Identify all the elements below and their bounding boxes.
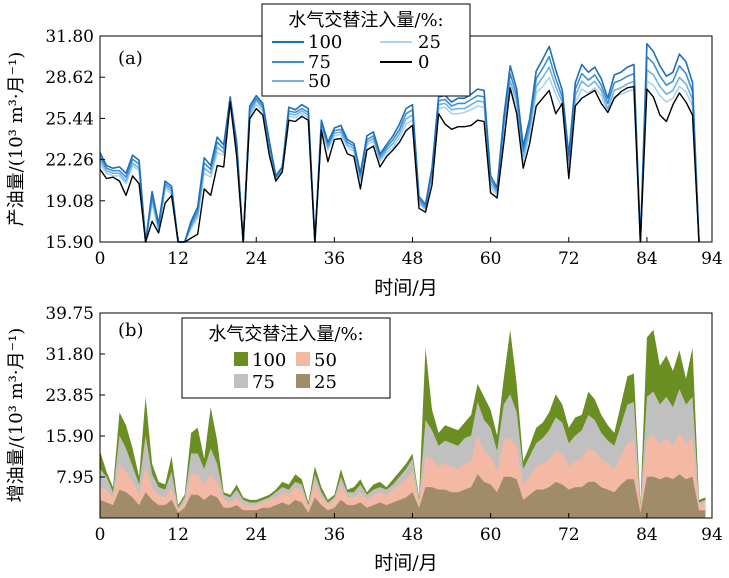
- panel-a-xtick-label: 72: [558, 249, 580, 269]
- panel-b-label: (b): [118, 320, 144, 341]
- panel-b-ylabel: 增油量/(10³ m³·月⁻¹): [6, 328, 27, 503]
- legend-b-label-75: 75: [252, 372, 275, 393]
- series-line-0: [99, 85, 700, 243]
- legend-b-label-25: 25: [314, 372, 337, 393]
- panel-b-legend-title: 水气交替注入量/%:: [208, 324, 363, 345]
- panel-a-legend: 水气交替注入量/%: 100 75 50 25 0: [261, 3, 471, 97]
- panel-b-xtick-label: 0: [95, 525, 106, 545]
- legend-b-swatch-50: [296, 352, 310, 366]
- panel-a-xlabel: 时间/月: [374, 277, 437, 299]
- panel-b-xtick-label: 24: [245, 525, 267, 545]
- panel-b-xtick-label: 60: [480, 525, 502, 545]
- panel-a-xtick-label: 60: [480, 249, 502, 269]
- panel-a-ytick-label: 31.80: [45, 27, 94, 47]
- panel-b-legend: 水气交替注入量/%: 100 75 50 25: [181, 317, 391, 399]
- panel-a-xtick-label: 36: [324, 249, 346, 269]
- panel-b-ytick-label: 39.75: [45, 304, 94, 324]
- panel-a-ticks: 0 12 24 36 48 60 72 84 94 15.90 19.08 22.26 25.44 28.…: [45, 27, 722, 269]
- legend-b-swatch-100: [234, 352, 248, 366]
- legend-b-swatch-25: [296, 374, 310, 388]
- panel-a-xtick-label: 48: [402, 249, 424, 269]
- panel-b-ytick-label: 23.85: [45, 386, 94, 406]
- panel-b-ticks: 0 12 24 36 48 60 72 84 94 7.95 15.90 23.85 31.80 39.7…: [45, 304, 722, 545]
- panel-b-xlabel: 时间/月: [374, 552, 437, 574]
- panel-b-frame: [99, 312, 713, 519]
- panel-b-xtick-label: 12: [167, 525, 189, 545]
- panel-b-ytick-label: 15.90: [45, 427, 94, 447]
- panel-b-xtick-label: 94: [701, 525, 723, 545]
- panel-b-xtick-label: 36: [324, 525, 346, 545]
- series-line-100: [99, 42, 700, 243]
- legend-a-label-0: 0: [418, 52, 429, 73]
- panel-a-xtick-label: 0: [95, 249, 106, 269]
- panel-a-ytick-label: 19.08: [45, 192, 94, 212]
- panel-a-xtick-label: 84: [636, 249, 658, 269]
- panel-a: 0 12 24 36 48 60 72 84 94 15.90 19.08 22.26 25.44 28.…: [6, 3, 723, 299]
- series-line-25: [99, 76, 700, 243]
- legend-a-label-100: 100: [308, 32, 342, 53]
- panel-a-ytick-label: 25.44: [45, 109, 94, 129]
- panel-b-ytick-label: 7.95: [56, 468, 94, 488]
- panel-a-xtick-label: 12: [167, 249, 189, 269]
- panel-a-xtick-label: 94: [701, 249, 723, 269]
- panel-a-ylabel: 产油量/(10³ m³·月⁻¹): [6, 52, 27, 227]
- panel-a-label: (a): [118, 48, 143, 69]
- legend-a-label-75: 75: [308, 52, 331, 73]
- legend-b-label-100: 100: [252, 350, 286, 371]
- panel-b: 0 12 24 36 48 60 72 84 94 7.95 15.90 23.85 31.80 39.7…: [6, 304, 723, 574]
- panel-b-xtick-label: 72: [558, 525, 580, 545]
- legend-a-label-50: 50: [308, 71, 331, 92]
- panel-a-lines: [99, 42, 700, 243]
- panel-a-ytick-label: 28.62: [45, 68, 94, 88]
- panel-a-legend-title: 水气交替注入量/%:: [288, 10, 443, 31]
- panel-b-legend-box: [181, 317, 391, 399]
- legend-a-label-25: 25: [418, 32, 441, 53]
- panel-b-xtick-label: 84: [636, 525, 658, 545]
- panel-b-ytick-label: 31.80: [45, 345, 94, 365]
- legend-b-swatch-75: [234, 374, 248, 388]
- panel-a-xtick-label: 24: [245, 249, 267, 269]
- panel-a-ytick-label: 22.26: [45, 151, 94, 171]
- series-area-25: [100, 474, 706, 518]
- panel-b-areas: [100, 329, 706, 518]
- panel-a-ytick-label: 15.90: [45, 233, 94, 253]
- legend-b-label-50: 50: [314, 350, 337, 371]
- panel-b-xtick-label: 48: [402, 525, 424, 545]
